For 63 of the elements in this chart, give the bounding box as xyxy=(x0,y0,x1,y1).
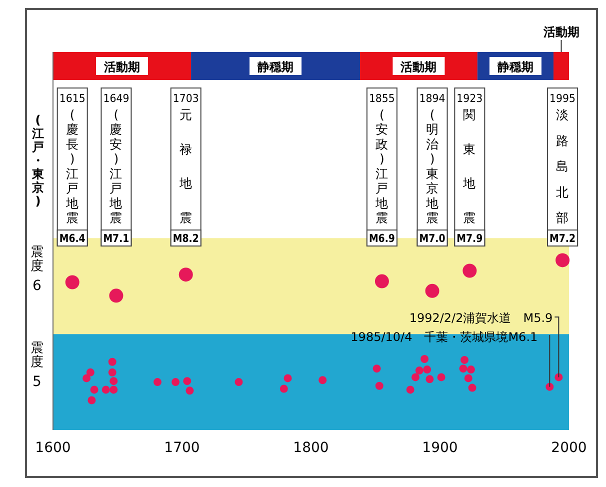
text: 1703 元禄地震 M8.2 xyxy=(172,92,204,245)
point xyxy=(411,373,420,382)
text: 1923 関東地震 M7.9 xyxy=(456,92,488,245)
text: 震度 xyxy=(30,245,44,274)
x-tick-label: 2000 xyxy=(551,440,587,456)
y-tick-label: 6 xyxy=(32,278,42,294)
point xyxy=(183,377,192,386)
text: 1855 (安政)江戸地震 M6.9 xyxy=(368,92,400,245)
point xyxy=(318,376,327,384)
point xyxy=(284,374,292,382)
point xyxy=(437,373,446,382)
point xyxy=(415,366,424,375)
point xyxy=(374,274,389,288)
point xyxy=(82,374,91,382)
x-tick-label: 1600 xyxy=(35,440,71,456)
point xyxy=(423,366,432,374)
band-label: 活動期 xyxy=(542,25,580,39)
annotation: 1992/2/2浦賀水道 M5.9 xyxy=(409,311,553,325)
annotation: 1995 淡路島北部 M7.2 xyxy=(550,92,580,245)
point xyxy=(153,378,162,386)
point xyxy=(108,358,116,366)
text: 1894 (明治)東京地震 M7.0 xyxy=(419,92,450,245)
point xyxy=(110,377,118,386)
point xyxy=(464,374,472,382)
point xyxy=(556,253,570,268)
point xyxy=(88,396,96,404)
point xyxy=(468,384,476,392)
text: 震度 xyxy=(30,341,44,370)
text: 1649 (慶安)江戸地震 M7.1 xyxy=(103,92,134,245)
point xyxy=(375,382,384,390)
y-tick-label: 5 xyxy=(32,374,42,390)
point xyxy=(426,375,434,384)
point xyxy=(425,284,440,298)
point xyxy=(280,384,288,393)
point xyxy=(186,386,194,395)
point xyxy=(462,264,477,278)
point xyxy=(109,288,124,303)
point xyxy=(108,368,116,376)
annotation: 1985/10/4 千葉・茨城県境M6.1 xyxy=(350,330,538,344)
band-label: 活動期 xyxy=(400,60,437,74)
y-axis-title: (江戸・東京) xyxy=(31,113,45,208)
band-label: 静穏期 xyxy=(496,60,534,74)
point xyxy=(65,275,80,290)
point xyxy=(90,386,98,394)
band-label: 静穏期 xyxy=(256,60,294,74)
x-tick-label: 1900 xyxy=(422,440,458,456)
x-tick-label: 1800 xyxy=(293,440,329,456)
point xyxy=(466,366,475,374)
point xyxy=(178,268,193,282)
point xyxy=(406,386,414,394)
point xyxy=(172,378,180,386)
point xyxy=(102,386,110,394)
text: 1615 (慶長)江戸地震 M6.4 xyxy=(59,92,90,245)
band-label: 活動期 xyxy=(103,60,140,74)
x-tick-label: 1700 xyxy=(164,440,200,456)
point xyxy=(372,364,381,373)
point xyxy=(459,364,468,373)
point xyxy=(420,355,429,364)
point xyxy=(110,386,118,394)
point xyxy=(86,368,94,376)
point xyxy=(546,382,554,391)
point xyxy=(234,378,243,386)
point xyxy=(460,356,469,364)
